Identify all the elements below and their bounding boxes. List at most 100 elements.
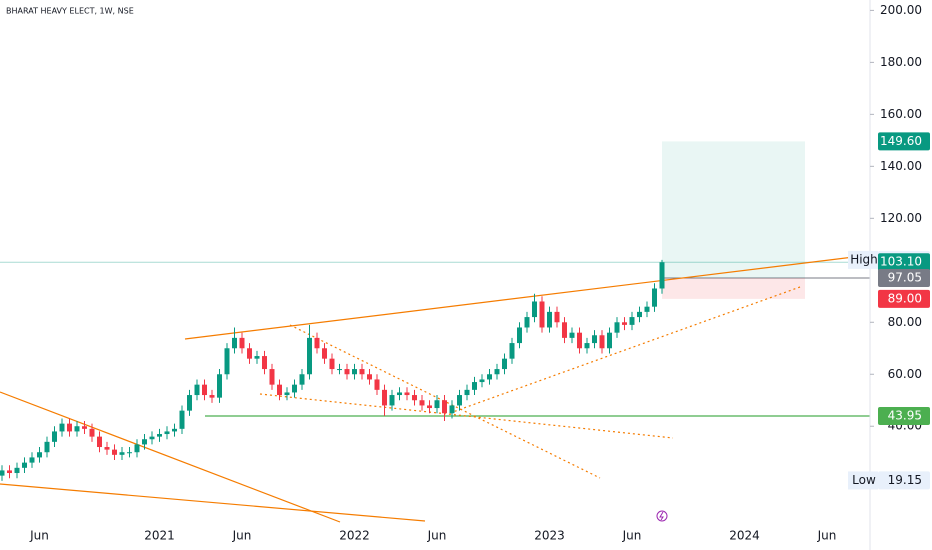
- candle-body: [269, 369, 275, 385]
- trendline: [259, 393, 674, 439]
- candle-body: [517, 327, 522, 344]
- y-tick-label: 80.00: [888, 315, 922, 329]
- candle-body: [209, 395, 215, 398]
- candle-body: [119, 452, 125, 455]
- candle-body: [547, 311, 552, 328]
- candle-body: [247, 348, 252, 359]
- target-zone: [662, 141, 805, 278]
- candle-body: [434, 400, 440, 409]
- x-tick-label: Jun: [29, 529, 49, 543]
- candle-body: [7, 470, 12, 474]
- x-tick-label: Jun: [232, 529, 252, 543]
- price-tag: [848, 250, 878, 269]
- y-tick-label: 60.00: [888, 367, 922, 381]
- price-marker-label: 149.60: [880, 134, 922, 148]
- candle-body: [494, 369, 500, 375]
- candle-body: [562, 322, 567, 338]
- x-tick-label: Jun: [817, 529, 837, 543]
- candle-body: [457, 395, 462, 406]
- candle-body: [127, 452, 132, 454]
- candle-body: [314, 337, 320, 349]
- candle-body: [59, 423, 65, 432]
- price-tag-label: High: [850, 252, 878, 266]
- candle-body: [104, 447, 110, 450]
- price-marker-label: 19.15: [888, 473, 922, 487]
- candle-body: [607, 332, 612, 349]
- y-tick-label: 180.00: [880, 55, 922, 69]
- x-tick-label: Jun: [427, 529, 447, 543]
- candle-body: [172, 428, 177, 432]
- candle-body: [149, 436, 155, 440]
- candle-body: [299, 374, 305, 385]
- candle-body: [352, 369, 357, 375]
- candle-body: [419, 400, 425, 406]
- candle-body: [577, 332, 582, 349]
- candle-body: [382, 389, 387, 406]
- chart-title: BHARAT HEAVY ELECT, 1W, NSE: [6, 7, 134, 16]
- candle-body: [67, 423, 72, 432]
- price-marker: [878, 132, 930, 151]
- candle-body: [614, 322, 620, 333]
- candle-body: [164, 431, 170, 435]
- price-tag: [848, 471, 878, 490]
- drawings: [0, 254, 871, 523]
- candle-body: [464, 389, 470, 396]
- stop-zone: [662, 277, 805, 299]
- candle-body: [254, 356, 260, 359]
- candle-body: [374, 379, 380, 390]
- x-tick-label: 2021: [144, 529, 175, 543]
- candle-body: [449, 405, 455, 414]
- price-marker: [878, 289, 930, 308]
- y-tick-label: 160.00: [880, 107, 922, 121]
- candle-body: [622, 322, 627, 325]
- trendline: [449, 286, 801, 414]
- candle-body: [82, 426, 87, 429]
- price-marker-label: 43.95: [888, 408, 922, 422]
- candle-body: [97, 436, 102, 448]
- trendline: [184, 254, 871, 340]
- candle-body: [37, 452, 42, 458]
- candle-body: [44, 441, 50, 453]
- candle-body: [239, 337, 245, 349]
- candle-body: [397, 392, 402, 396]
- event-icon: [656, 510, 668, 522]
- candle-body: [329, 358, 335, 370]
- candle-body: [292, 384, 297, 393]
- candle-body: [487, 374, 492, 380]
- x-tick-label: Jun: [622, 529, 642, 543]
- candle-body: [337, 369, 342, 371]
- candle-body: [277, 384, 282, 396]
- candle-body: [14, 467, 20, 474]
- candle-body: [187, 395, 192, 411]
- price-marker: [878, 471, 930, 490]
- y-tick-label: 140.00: [880, 159, 922, 173]
- candle-body: [74, 426, 80, 432]
- overlay: 200.00 180.00 160.00 140.00 120.00 80.00 60.00…: [0, 3, 930, 543]
- candle-body: [412, 395, 417, 401]
- candle-body: [584, 343, 590, 349]
- candle-body: [134, 444, 140, 453]
- candle-body: [479, 379, 485, 383]
- candle-body: [599, 335, 605, 349]
- y-tick-label: 200.00: [880, 3, 922, 17]
- candle-body: [157, 434, 162, 437]
- candle-body: [224, 348, 230, 375]
- event-icon: [659, 511, 664, 521]
- candle-body: [344, 369, 350, 375]
- price-marker-label: 89.00: [888, 291, 922, 305]
- x-tick-label: 2024: [729, 529, 760, 543]
- y-tick-label: 120.00: [880, 211, 922, 225]
- candle-body: [0, 470, 5, 476]
- trendline: [0, 483, 426, 522]
- candle-body: [284, 392, 290, 396]
- candle-body: [644, 306, 650, 312]
- candle-body: [232, 337, 237, 349]
- price-marker-label: 97.05: [888, 270, 922, 284]
- candle-body: [179, 410, 185, 429]
- candle-body: [217, 374, 222, 398]
- candle-body: [112, 449, 117, 455]
- price-tag-label: Low: [852, 473, 876, 487]
- candle-body: [307, 337, 312, 375]
- candle-body: [502, 358, 507, 370]
